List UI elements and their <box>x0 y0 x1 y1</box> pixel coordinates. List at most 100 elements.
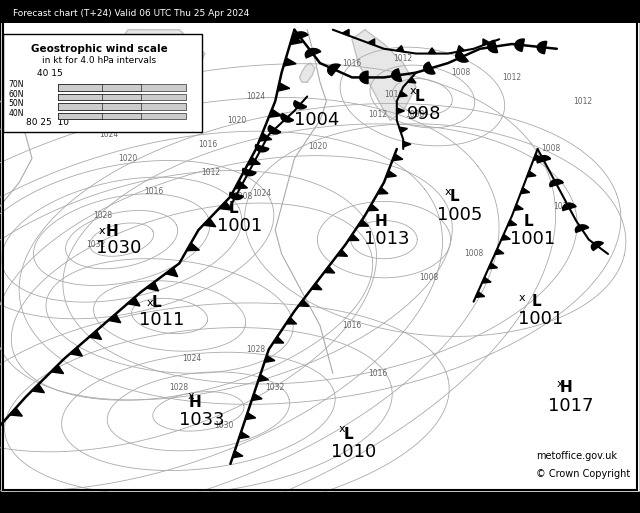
Text: 1001: 1001 <box>510 230 555 248</box>
Bar <box>58 113 141 120</box>
Text: x: x <box>410 86 416 96</box>
Polygon shape <box>10 408 22 416</box>
Polygon shape <box>286 318 296 324</box>
Polygon shape <box>239 432 250 439</box>
Polygon shape <box>403 142 411 147</box>
Text: x: x <box>339 424 346 433</box>
Text: 1032: 1032 <box>86 240 106 249</box>
Text: 1012: 1012 <box>202 168 221 177</box>
Text: L: L <box>523 214 533 229</box>
Polygon shape <box>258 374 269 382</box>
Polygon shape <box>166 268 178 277</box>
Text: 1033: 1033 <box>179 411 225 429</box>
Polygon shape <box>399 127 408 133</box>
Polygon shape <box>294 101 307 109</box>
Polygon shape <box>32 384 44 392</box>
Polygon shape <box>269 109 282 117</box>
Text: 1008: 1008 <box>419 273 438 282</box>
Text: 1008: 1008 <box>464 249 483 259</box>
Text: 1017: 1017 <box>548 397 594 415</box>
Text: 1016: 1016 <box>198 140 218 149</box>
Polygon shape <box>520 188 529 194</box>
Bar <box>58 84 141 91</box>
Polygon shape <box>278 83 290 91</box>
Polygon shape <box>563 203 576 210</box>
Polygon shape <box>311 283 322 290</box>
Text: 1016: 1016 <box>144 187 163 196</box>
Polygon shape <box>483 39 490 45</box>
Text: 1028: 1028 <box>170 383 189 392</box>
Polygon shape <box>109 30 205 92</box>
Polygon shape <box>378 187 388 194</box>
Text: © Crown Copyright: © Crown Copyright <box>536 469 630 479</box>
Polygon shape <box>537 155 550 163</box>
Text: H: H <box>374 214 387 229</box>
Polygon shape <box>232 451 243 458</box>
Text: 1001: 1001 <box>218 218 262 235</box>
Polygon shape <box>399 91 407 97</box>
Bar <box>58 103 141 110</box>
Polygon shape <box>186 243 200 251</box>
Text: 60N: 60N <box>8 90 24 98</box>
Polygon shape <box>476 291 484 298</box>
Text: 1024: 1024 <box>99 130 118 139</box>
Text: in kt for 4.0 hPa intervals: in kt for 4.0 hPa intervals <box>42 56 156 65</box>
Polygon shape <box>127 297 140 306</box>
Polygon shape <box>352 30 416 121</box>
Bar <box>58 94 102 101</box>
Text: 1016: 1016 <box>342 321 362 330</box>
Polygon shape <box>396 46 404 52</box>
Polygon shape <box>70 347 83 356</box>
Text: 1016: 1016 <box>342 58 362 68</box>
Polygon shape <box>488 41 498 53</box>
Text: 1004: 1004 <box>294 111 339 129</box>
Polygon shape <box>348 234 359 241</box>
Text: H: H <box>106 224 118 239</box>
Polygon shape <box>358 220 369 226</box>
Polygon shape <box>527 171 536 177</box>
Polygon shape <box>255 145 269 152</box>
Text: L: L <box>414 89 424 104</box>
Polygon shape <box>368 204 378 211</box>
Text: 40N: 40N <box>8 109 24 117</box>
Polygon shape <box>252 393 262 401</box>
Polygon shape <box>337 250 348 256</box>
Text: Forecast chart (T+24) Valid 06 UTC Thu 25 Apr 2024: Forecast chart (T+24) Valid 06 UTC Thu 2… <box>13 9 249 18</box>
Text: 998: 998 <box>406 105 441 123</box>
Text: x: x <box>188 391 194 401</box>
Text: 1016: 1016 <box>385 90 404 98</box>
Bar <box>58 94 186 101</box>
Polygon shape <box>290 36 303 45</box>
Text: H: H <box>189 396 202 410</box>
Polygon shape <box>51 365 63 373</box>
Bar <box>58 84 102 91</box>
Text: 1011: 1011 <box>139 311 184 329</box>
Text: 1020: 1020 <box>227 116 246 125</box>
Text: x: x <box>99 226 106 236</box>
Text: 1028: 1028 <box>93 211 112 220</box>
Bar <box>58 113 102 120</box>
Polygon shape <box>243 168 256 175</box>
Polygon shape <box>235 181 248 189</box>
Text: metoffice.gov.uk: metoffice.gov.uk <box>536 450 618 461</box>
Polygon shape <box>397 108 404 114</box>
Polygon shape <box>328 64 340 75</box>
Text: 1012: 1012 <box>502 73 522 82</box>
Polygon shape <box>368 39 374 45</box>
Text: Met Office: Met Office <box>483 477 519 482</box>
Polygon shape <box>259 133 272 141</box>
Text: x: x <box>147 298 153 308</box>
Text: 1008: 1008 <box>451 68 470 77</box>
Polygon shape <box>89 330 102 340</box>
Text: x: x <box>557 379 563 389</box>
Polygon shape <box>533 154 542 160</box>
Text: L: L <box>531 294 541 309</box>
Polygon shape <box>508 220 516 226</box>
Text: x: x <box>445 187 451 197</box>
Polygon shape <box>495 249 504 254</box>
Text: 1024: 1024 <box>182 354 202 363</box>
Polygon shape <box>264 356 275 362</box>
Polygon shape <box>273 337 284 343</box>
Text: 70N: 70N <box>8 80 24 89</box>
Polygon shape <box>248 157 260 165</box>
